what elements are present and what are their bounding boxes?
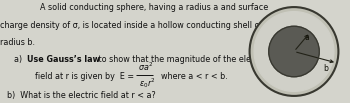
Circle shape <box>254 12 334 91</box>
Text: b)  What is the electric field at r < a?: b) What is the electric field at r < a? <box>7 91 156 100</box>
Circle shape <box>269 26 319 77</box>
Circle shape <box>250 7 338 96</box>
Text: charge density of σ, is located inside a hollow conducting shell of: charge density of σ, is located inside a… <box>0 21 262 30</box>
Text: to show that the magnitude of the electric: to show that the magnitude of the electr… <box>96 55 268 64</box>
Text: where a < r < b.: where a < r < b. <box>156 72 228 81</box>
Text: a): a) <box>14 55 27 64</box>
Text: radius b.: radius b. <box>0 38 35 47</box>
Text: A solid conducting sphere, having a radius a and surface: A solid conducting sphere, having a radi… <box>40 3 268 12</box>
Text: field at r is given by  E =: field at r is given by E = <box>35 72 134 81</box>
Text: $\varepsilon_0 r^2$: $\varepsilon_0 r^2$ <box>139 76 156 90</box>
Text: $\sigma a^2$: $\sigma a^2$ <box>138 60 154 73</box>
Text: a: a <box>305 33 310 42</box>
Text: Use Gauss’s law: Use Gauss’s law <box>27 55 100 64</box>
Text: b: b <box>323 64 328 73</box>
